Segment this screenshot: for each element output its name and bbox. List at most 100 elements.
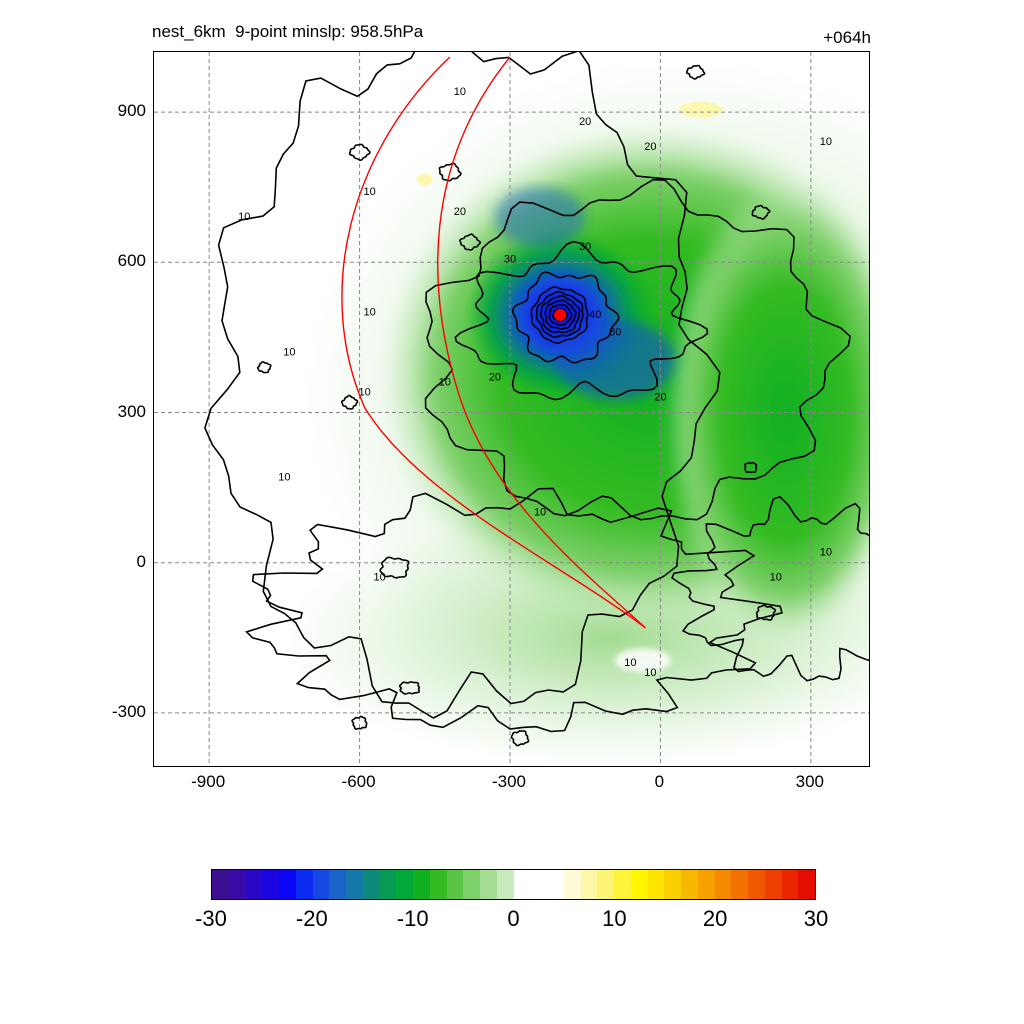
contour-label: 10 (644, 667, 656, 679)
x-tick-label: -300 (491, 772, 526, 791)
contour-lines (204, 52, 869, 747)
colorbar-cell (446, 870, 464, 899)
colorbar-tick-label: 0 (507, 906, 520, 931)
field-yellow-patch (678, 101, 723, 118)
colorbar-cell (463, 870, 480, 899)
field-yellow-patch-2 (416, 173, 433, 186)
contour-blob (755, 604, 777, 621)
contour-blob (348, 143, 371, 161)
contour-blob (256, 361, 272, 374)
colorbar-cell (547, 870, 564, 899)
colorbar-cell (362, 870, 380, 899)
colorbar-cell (228, 870, 246, 899)
colorbar-cell (664, 870, 681, 899)
contour-label: 10 (374, 572, 386, 584)
colorbar-cell (798, 870, 815, 899)
contour-blob (438, 162, 462, 182)
colorbar-tick-label: 30 (803, 906, 829, 931)
contour-label: 10 (278, 472, 290, 484)
colorbar-cell (697, 870, 715, 899)
field-blue-north (495, 187, 586, 248)
contour-eye (535, 290, 584, 339)
colorbar-cell (781, 870, 799, 899)
colorbar-cell (480, 870, 497, 899)
contour-label: 10 (820, 547, 832, 559)
colorbar-cell (614, 870, 631, 899)
colorbar-cell (496, 870, 514, 899)
colorbar-cell (563, 870, 581, 899)
colorbar-cell (513, 870, 531, 899)
colorbar-cell (714, 870, 732, 899)
contour-blob (744, 461, 758, 474)
contour-labels: 10 10 10 10 10 10 10 10 10 10 10 10 10 10 10 20 20 20 20 20… (238, 86, 832, 679)
contour-label: 10 (820, 136, 832, 148)
contour-blob (510, 730, 530, 747)
contour-label: 10 (534, 507, 546, 519)
colorbar-cell (312, 870, 330, 899)
contour-eye (544, 299, 577, 330)
contour-label: 10 (238, 211, 250, 223)
y-tick-label: -300 (111, 701, 146, 721)
colorbar (211, 869, 816, 900)
colorbar-cell (346, 870, 363, 899)
contour-20 (424, 178, 851, 521)
contour-blob (685, 64, 706, 80)
contour-label: 40 (589, 309, 601, 321)
colorbar-cell (580, 870, 598, 899)
contour-blob (351, 715, 368, 730)
track-line-east (437, 56, 646, 629)
track-line-west (341, 56, 646, 629)
contour-label: 10 (770, 572, 782, 584)
colorbar-cell (429, 870, 447, 899)
contour-label: 10 (363, 186, 375, 198)
contour-blob (459, 233, 481, 251)
colorbar-cell (279, 870, 296, 899)
contour-label: 10 (439, 376, 451, 388)
forecast-hour-label: +064h (823, 28, 871, 47)
heatmap-map: 10 10 10 10 10 10 10 10 10 10 10 10 10 10 10 20 20 20 20 20… (154, 52, 869, 766)
colorbar-cell (731, 870, 748, 899)
colorbar-tick-label: 10 (602, 906, 627, 931)
contour-label: 30 (504, 254, 516, 266)
contour-blob (751, 204, 771, 220)
contour-10-west (204, 52, 721, 719)
contour-label: 10 (454, 86, 466, 98)
contour-label: 20 (654, 391, 666, 403)
colorbar-cell (329, 870, 346, 899)
colorbar-cell (630, 870, 648, 899)
colorbar-tick-label: 20 (702, 906, 728, 931)
colorbar-cell (212, 870, 229, 899)
x-tick-label: 0 (654, 772, 665, 791)
contour-label: 20 (644, 141, 656, 153)
x-tick-label: 300 (795, 772, 825, 791)
colorbar-cell (530, 870, 547, 899)
colorbar-tick-label: -20 (295, 906, 328, 931)
x-tick-label: -900 (191, 772, 226, 791)
contour-blob (340, 394, 359, 410)
storm-center-marker (554, 308, 567, 321)
colorbar-cell (647, 870, 665, 899)
contour-eye (530, 286, 589, 344)
contour-label: 10 (624, 657, 636, 669)
contour-40 (511, 271, 620, 364)
contour-blob (379, 556, 410, 579)
contour-eye (548, 304, 573, 326)
colorbar-cell (681, 870, 698, 899)
x-tick-label: -600 (341, 772, 376, 791)
contour-label: 10 (363, 306, 375, 318)
field-east-band (665, 182, 869, 643)
y-tick-label: 600 (117, 251, 146, 271)
contour-10-east (670, 495, 869, 682)
contour-30 (454, 240, 709, 401)
colorbar-cell (748, 870, 765, 899)
colorbar-cell (295, 870, 313, 899)
contour-10-south (245, 487, 783, 733)
grid-lines (154, 52, 869, 766)
contour-eye (540, 294, 581, 334)
red-track-lines (341, 56, 646, 629)
chart-title: nest_6km 9-point minslp: 958.5hPa (152, 22, 424, 41)
colorbar-cell (379, 870, 397, 899)
colorbar-cell (396, 870, 413, 899)
contour-label: 20 (489, 371, 501, 383)
colorbar-tick-label: -10 (396, 906, 429, 931)
